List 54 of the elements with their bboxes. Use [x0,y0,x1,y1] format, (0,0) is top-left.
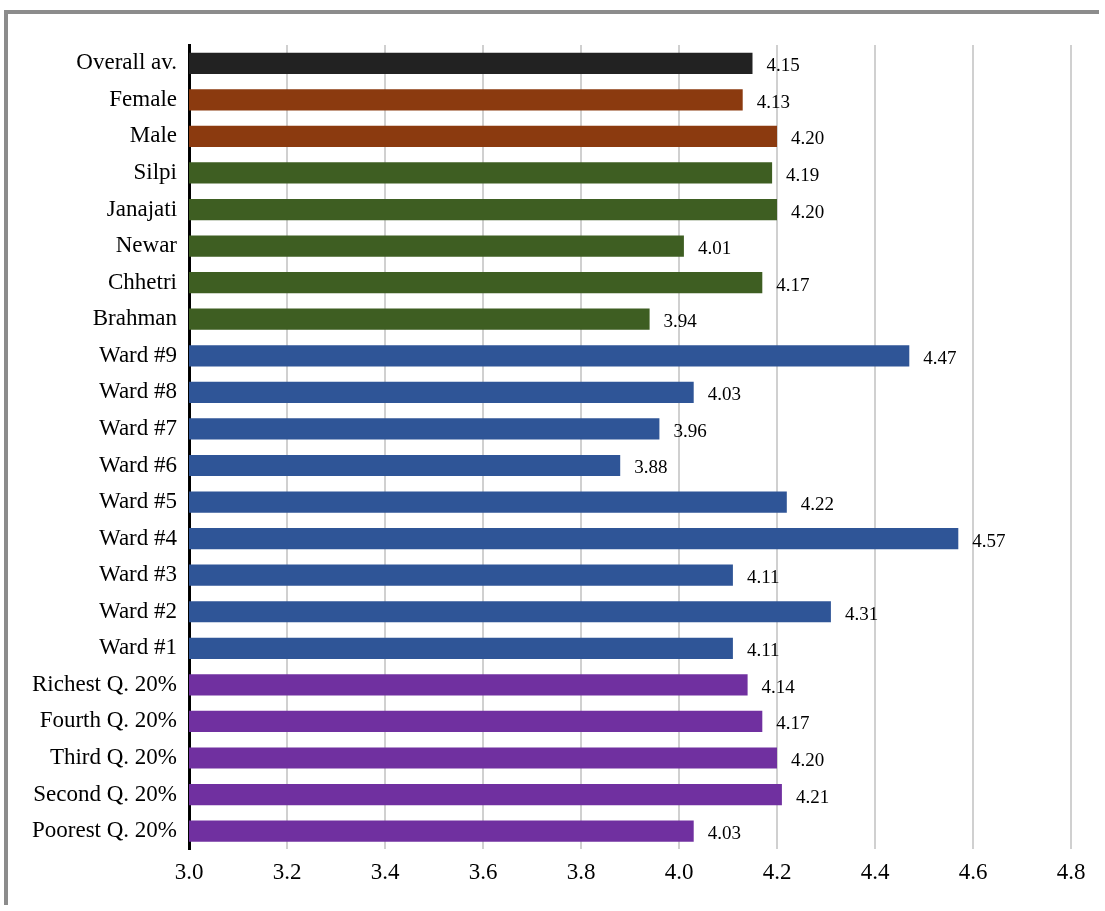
data-label: 4.20 [791,127,825,149]
data-label: 4.03 [707,383,741,405]
y-tick-label: Ward #6 [99,451,178,477]
data-label: 4.17 [776,712,810,734]
data-label: 4.19 [786,163,820,185]
data-label: 4.13 [756,90,790,112]
y-tick-label: Poorest Q. 20% [31,817,178,843]
y-tick-label: Overall av. [76,49,178,75]
data-label: 3.88 [634,456,668,478]
data-label: 4.20 [791,748,825,770]
x-tick-label: 3.8 [566,859,596,885]
y-tick-label: Ward #8 [99,378,178,404]
y-tick-label: Richest Q. 20% [32,670,178,696]
data-label: 4.11 [746,566,780,588]
x-tick-label: 4.4 [860,859,890,885]
x-tick-label: 4.8 [1056,859,1086,885]
y-tick-label: Ward #5 [99,488,178,514]
y-tick-label: Third Q. 20% [49,744,178,770]
x-tick-label: 4.0 [664,859,694,885]
y-tick-label: Ward #3 [99,561,178,587]
x-tick-label: 3.4 [370,859,400,885]
data-label: 4.31 [844,602,879,624]
y-tick-label: Newar [115,232,178,258]
data-label: 4.14 [761,675,796,697]
x-tick-label: 3.6 [468,859,498,885]
y-tick-label: Janajati [106,195,178,221]
data-label: 4.11 [746,639,780,661]
y-tick-label: Ward #7 [99,414,178,440]
y-tick-label: Ward #9 [99,341,178,367]
y-tick-label: Ward #2 [99,597,178,623]
x-tick-label: 3.0 [174,859,204,885]
data-label: 4.20 [791,200,825,222]
data-label: 3.94 [663,310,698,332]
y-tick-label: Brahman [92,305,178,331]
data-label: 4.17 [776,273,810,295]
y-tick-label: Ward #4 [99,524,178,550]
x-tick-label: 4.2 [762,859,792,885]
y-tick-label: Second Q. 20% [33,780,178,806]
data-label: 4.47 [923,346,957,368]
data-label: 4.57 [972,529,1006,551]
x-tick-label: 4.6 [958,859,988,885]
y-tick-label: Female [109,85,178,111]
data-label: 4.01 [697,237,732,259]
data-label: 4.21 [795,785,830,807]
y-tick-label: Chhetri [108,268,178,294]
data-label: 4.15 [766,54,800,76]
y-tick-label: Ward #1 [99,634,178,660]
y-tick-label: Fourth Q. 20% [39,707,178,733]
y-tick-label: Male [129,122,178,148]
data-label: 4.22 [800,493,835,515]
data-label: 4.03 [707,822,741,844]
x-tick-label: 3.2 [272,859,302,885]
data-label: 3.96 [673,419,707,441]
y-tick-label: Silpi [133,159,178,185]
